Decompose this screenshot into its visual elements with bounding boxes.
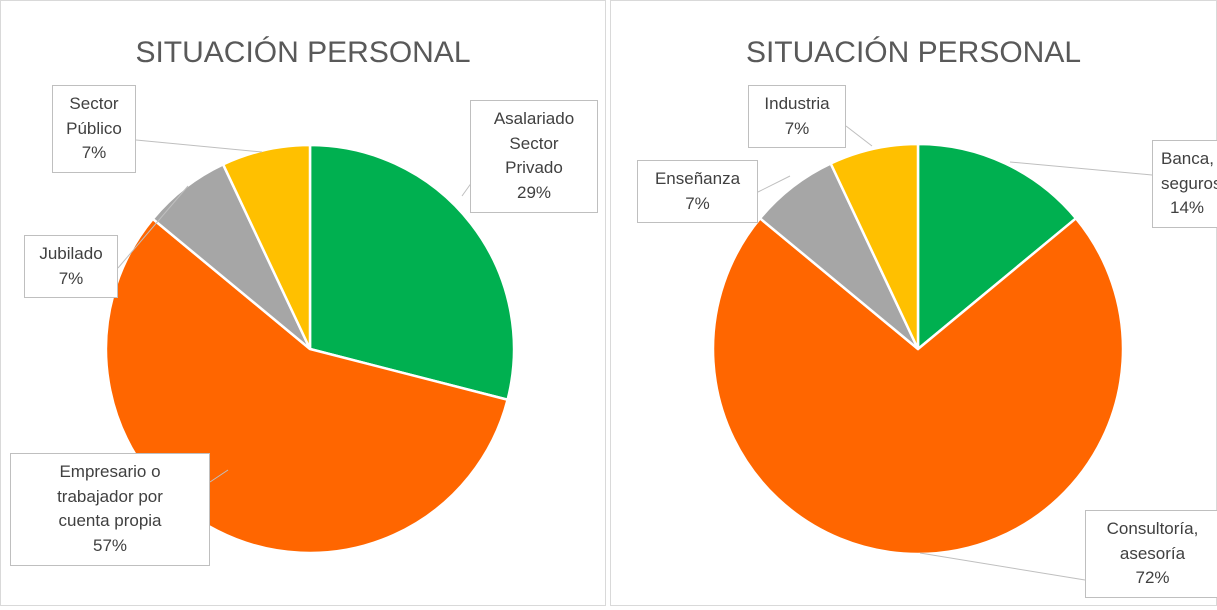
- label-category: Banca, seguros: [1161, 149, 1217, 193]
- label-value: 7%: [81, 143, 107, 163]
- label-value: 57%: [92, 535, 128, 555]
- leader-line: [209, 469, 229, 483]
- data-label: Asalariado Sector Privado 29%: [470, 100, 598, 213]
- label-value: 29%: [516, 182, 552, 202]
- pie-slice: [221, 143, 312, 350]
- label-category: Industria: [764, 94, 830, 113]
- label-value: 14%: [1169, 198, 1205, 218]
- leader-line: [1009, 161, 1153, 176]
- chart-title: SITUACIÓN PERSONAL: [745, 36, 1082, 69]
- leader-line: [117, 185, 189, 269]
- label-value: 7%: [685, 193, 710, 213]
- pie-slice: [308, 143, 516, 402]
- leader-line: [135, 139, 263, 153]
- chart-panel: [0, 0, 606, 606]
- label-category: Consultoría, asesoría: [1106, 519, 1199, 563]
- data-label: Enseñanza 7%: [637, 160, 758, 224]
- leader-line: [845, 125, 873, 147]
- label-value: 72%: [1135, 568, 1170, 588]
- pie-slice: [711, 216, 1125, 556]
- label-category: Jubilado: [39, 244, 103, 263]
- data-label: Consultoría, asesoría 72%: [1085, 510, 1217, 598]
- label-category: Empresario o trabajador por cuenta propi…: [57, 462, 163, 531]
- data-label: Empresario o trabajador por cuenta propi…: [10, 453, 210, 566]
- data-label: Jubilado 7%: [24, 235, 118, 299]
- chart-title: SITUACIÓN PERSONAL: [135, 36, 471, 69]
- pie: [711, 142, 1125, 556]
- label-value: 7%: [58, 268, 84, 288]
- leader-line: [757, 175, 791, 193]
- data-label: Sector Público 7%: [52, 85, 136, 173]
- leader-line: [919, 552, 1086, 581]
- data-label: Industria 7%: [748, 85, 846, 149]
- pie-slice: [829, 142, 920, 350]
- pie-slice: [916, 142, 1078, 352]
- label-category: Enseñanza: [654, 169, 741, 188]
- label-category: Sector Público: [66, 94, 122, 138]
- label-value: 7%: [784, 118, 810, 138]
- label-category: Asalariado Sector Privado: [493, 109, 575, 178]
- leader-lines: [117, 125, 1153, 581]
- data-label: Banca, seguros 14%: [1152, 140, 1217, 228]
